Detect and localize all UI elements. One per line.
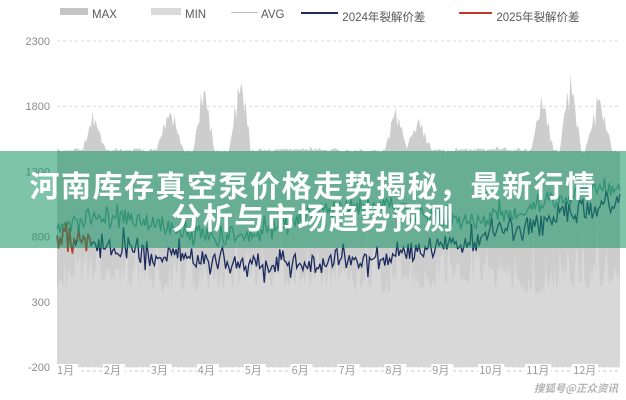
svg-text:7月: 7月 [339, 362, 356, 378]
svg-text:8月: 8月 [385, 362, 402, 378]
svg-text:300: 300 [32, 297, 50, 309]
svg-text:-200: -200 [28, 362, 50, 374]
svg-text:1月: 1月 [57, 362, 74, 378]
svg-text:11月: 11月 [526, 362, 549, 378]
svg-text:9月: 9月 [432, 362, 449, 378]
svg-text:10月: 10月 [479, 362, 502, 378]
svg-text:2300: 2300 [26, 36, 50, 48]
svg-text:2月: 2月 [104, 362, 121, 378]
svg-text:4月: 4月 [198, 362, 215, 378]
svg-text:5月: 5月 [245, 362, 262, 378]
svg-text:3月: 3月 [151, 362, 168, 378]
svg-text:12月: 12月 [573, 362, 596, 378]
svg-text:6月: 6月 [292, 362, 309, 378]
svg-text:1800: 1800 [26, 101, 50, 113]
